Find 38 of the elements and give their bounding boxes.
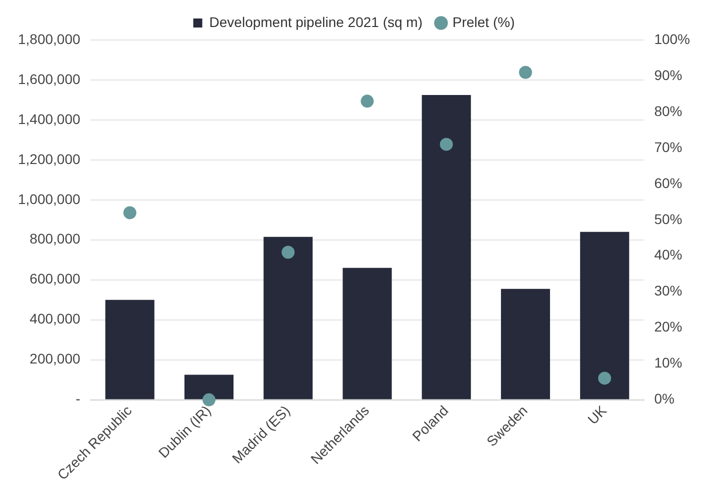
x-tick-label: UK (584, 402, 610, 428)
y-tick-label: 400,000 (30, 310, 80, 327)
y2-tick-label: 30% (654, 282, 682, 299)
legend-label: Prelet (%) (452, 14, 515, 30)
y2-tick-label: 90% (654, 66, 682, 83)
y-tick-label: 600,000 (30, 270, 80, 287)
y2-tick-label: 10% (654, 354, 682, 371)
bar (264, 236, 313, 400)
y2-tick-label: 100% (654, 30, 690, 47)
y2-tick-label: 60% (654, 174, 682, 191)
bar (500, 288, 550, 400)
point (282, 246, 295, 259)
y-tick-label: 800,000 (30, 230, 80, 247)
point (440, 138, 453, 151)
legend-label: Development pipeline 2021 (sq m) (209, 14, 423, 30)
y-tick-label: 1,200,000 (18, 150, 80, 167)
point (519, 66, 532, 79)
y-tick-label: 1,400,000 (18, 110, 80, 127)
y2-tick-label: 80% (654, 102, 682, 119)
point (360, 94, 374, 108)
bar (342, 268, 392, 400)
bar (580, 232, 630, 400)
y-tick-label: - (76, 390, 81, 407)
point (123, 206, 136, 220)
y2-tick-label: 70% (654, 138, 682, 155)
y-tick-label: 1,800,000 (18, 30, 80, 47)
y2-tick-label: 0% (654, 390, 674, 407)
y2-tick-label: 40% (654, 246, 682, 263)
y-tick-label: 200,000 (30, 350, 80, 367)
bar (184, 374, 234, 400)
y2-tick-label: 50% (654, 210, 682, 227)
y-tick-label: 1,000,000 (18, 190, 80, 207)
y-tick-label: 1,600,000 (18, 70, 80, 87)
bar (105, 300, 154, 400)
point (598, 372, 612, 385)
point (202, 393, 216, 406)
bar (422, 94, 471, 400)
y2-tick-label: 20% (654, 318, 682, 335)
